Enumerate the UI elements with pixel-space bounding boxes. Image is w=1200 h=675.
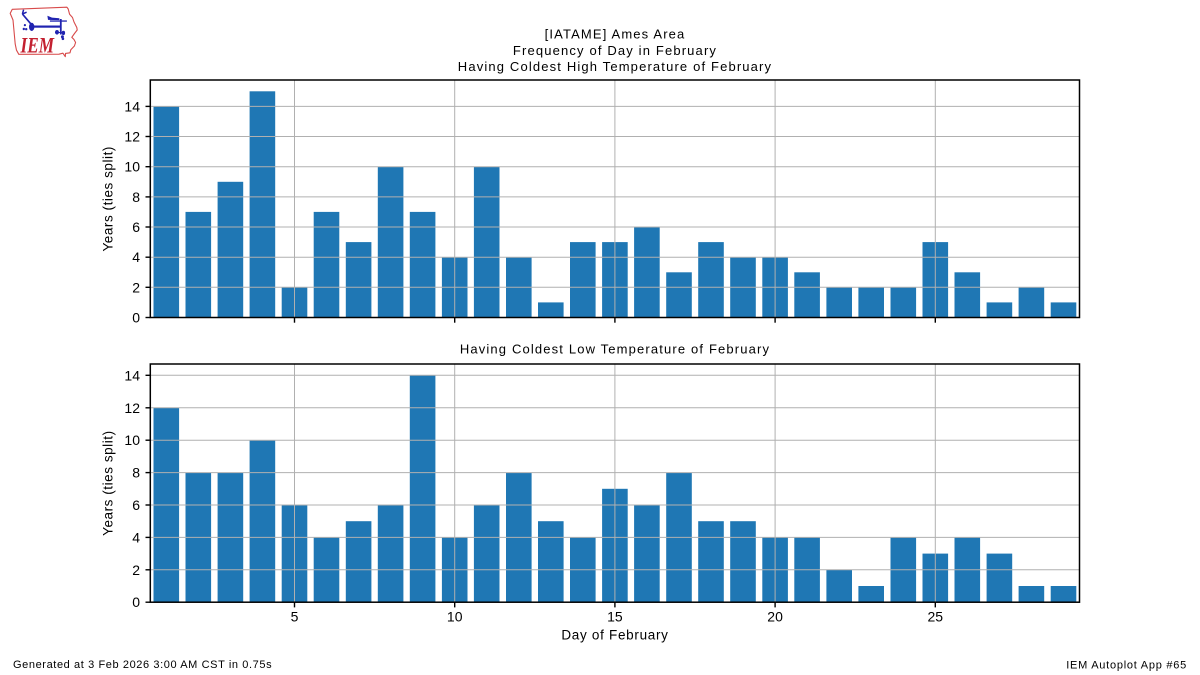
svg-text:10: 10: [124, 432, 140, 448]
svg-text:14: 14: [124, 367, 140, 383]
svg-text:12: 12: [124, 400, 140, 416]
svg-text:Having Coldest High Temperatur: Having Coldest High Temperature of Febru…: [458, 59, 772, 74]
svg-text:Day of February: Day of February: [561, 628, 668, 643]
svg-text:10: 10: [124, 159, 140, 175]
svg-text:0: 0: [132, 310, 140, 326]
svg-text:5: 5: [291, 608, 299, 624]
svg-text:8: 8: [132, 465, 140, 481]
svg-text:6: 6: [132, 497, 140, 513]
svg-text:15: 15: [607, 608, 623, 624]
svg-text:0: 0: [132, 594, 140, 610]
svg-text:IEM: IEM: [20, 32, 55, 57]
svg-text:Generated at 3 Feb 2026 3:00 A: Generated at 3 Feb 2026 3:00 AM CST in 0…: [13, 659, 272, 671]
svg-text:10: 10: [447, 608, 463, 624]
svg-text:Years (ties split): Years (ties split): [101, 430, 116, 535]
svg-text:12: 12: [124, 129, 140, 145]
svg-text:25: 25: [928, 608, 944, 624]
svg-text:Frequency of Day in February: Frequency of Day in February: [513, 43, 717, 58]
svg-text:14: 14: [124, 98, 140, 114]
svg-text:Years (ties split): Years (ties split): [101, 146, 116, 251]
svg-text:2: 2: [132, 279, 140, 295]
svg-text:2: 2: [132, 562, 140, 578]
svg-text:IEM Autoplot App #65: IEM Autoplot App #65: [1066, 660, 1187, 672]
svg-text:6: 6: [132, 219, 140, 235]
svg-text:4: 4: [132, 529, 140, 545]
svg-text:8: 8: [132, 189, 140, 205]
svg-text:20: 20: [767, 608, 783, 624]
svg-text:Having Coldest Low Temperature: Having Coldest Low Temperature of Februa…: [460, 342, 770, 357]
svg-text:4: 4: [132, 249, 140, 265]
svg-text:[IATAME] Ames Area: [IATAME] Ames Area: [545, 27, 686, 42]
